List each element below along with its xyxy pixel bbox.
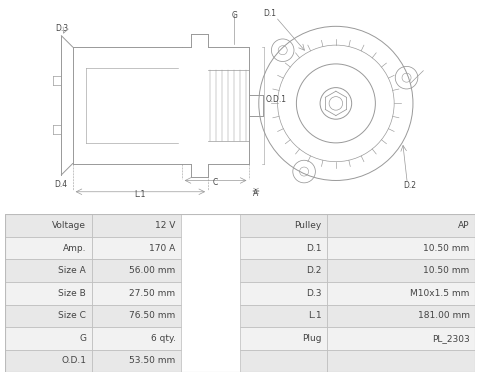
Text: O.D.1: O.D.1 (265, 95, 287, 104)
Text: 10.50 mm: 10.50 mm (423, 244, 469, 253)
Text: Amp.: Amp. (63, 244, 86, 253)
Bar (92, 282, 181, 305)
Text: D.2: D.2 (404, 181, 417, 190)
Bar (5, 350, 92, 372)
Text: Plug: Plug (302, 334, 322, 343)
Text: O.D.1: O.D.1 (61, 356, 86, 365)
Text: 12 V: 12 V (155, 221, 176, 230)
Bar (92, 214, 181, 237)
Text: D.2: D.2 (306, 266, 322, 275)
Bar (5, 237, 92, 259)
Bar (92, 350, 181, 372)
Bar (327, 282, 475, 305)
Text: 181.00 mm: 181.00 mm (418, 311, 469, 320)
Text: Size A: Size A (59, 266, 86, 275)
Text: 6 qty.: 6 qty. (151, 334, 176, 343)
Text: Voltage: Voltage (52, 221, 86, 230)
Bar (5, 282, 92, 305)
Text: G: G (231, 11, 237, 20)
Text: 170 A: 170 A (149, 244, 176, 253)
Text: Size B: Size B (59, 289, 86, 298)
Bar (240, 282, 327, 305)
Text: D.1: D.1 (306, 244, 322, 253)
Bar (5, 259, 92, 282)
Text: G: G (79, 334, 86, 343)
Text: 56.00 mm: 56.00 mm (129, 266, 176, 275)
Text: Size C: Size C (58, 311, 86, 320)
Text: C: C (213, 178, 218, 187)
Text: 10.50 mm: 10.50 mm (423, 266, 469, 275)
Text: PL_2303: PL_2303 (432, 334, 469, 343)
Text: D.3: D.3 (306, 289, 322, 298)
Bar (92, 305, 181, 327)
Bar (92, 259, 181, 282)
Text: 27.50 mm: 27.50 mm (130, 289, 176, 298)
Bar (5, 327, 92, 350)
Text: Pulley: Pulley (294, 221, 322, 230)
Bar (240, 350, 327, 372)
Bar (240, 214, 327, 237)
Bar (240, 305, 327, 327)
Bar (92, 237, 181, 259)
Text: 76.50 mm: 76.50 mm (129, 311, 176, 320)
Bar (240, 237, 327, 259)
Bar (327, 259, 475, 282)
Bar (327, 305, 475, 327)
Bar (5, 305, 92, 327)
Bar (327, 350, 475, 372)
Bar (92, 327, 181, 350)
Text: M10x1.5 mm: M10x1.5 mm (410, 289, 469, 298)
Bar (327, 327, 475, 350)
Text: D.4: D.4 (54, 180, 67, 189)
Bar (327, 237, 475, 259)
Text: L.1: L.1 (308, 311, 322, 320)
Text: D.1: D.1 (264, 9, 276, 18)
Text: L.1: L.1 (135, 190, 146, 199)
Bar (240, 259, 327, 282)
Text: 53.50 mm: 53.50 mm (129, 356, 176, 365)
Text: A: A (253, 189, 259, 198)
Bar (327, 214, 475, 237)
Text: AP: AP (458, 221, 469, 230)
Bar (5, 214, 92, 237)
Bar (240, 327, 327, 350)
Text: D.3: D.3 (55, 24, 68, 33)
